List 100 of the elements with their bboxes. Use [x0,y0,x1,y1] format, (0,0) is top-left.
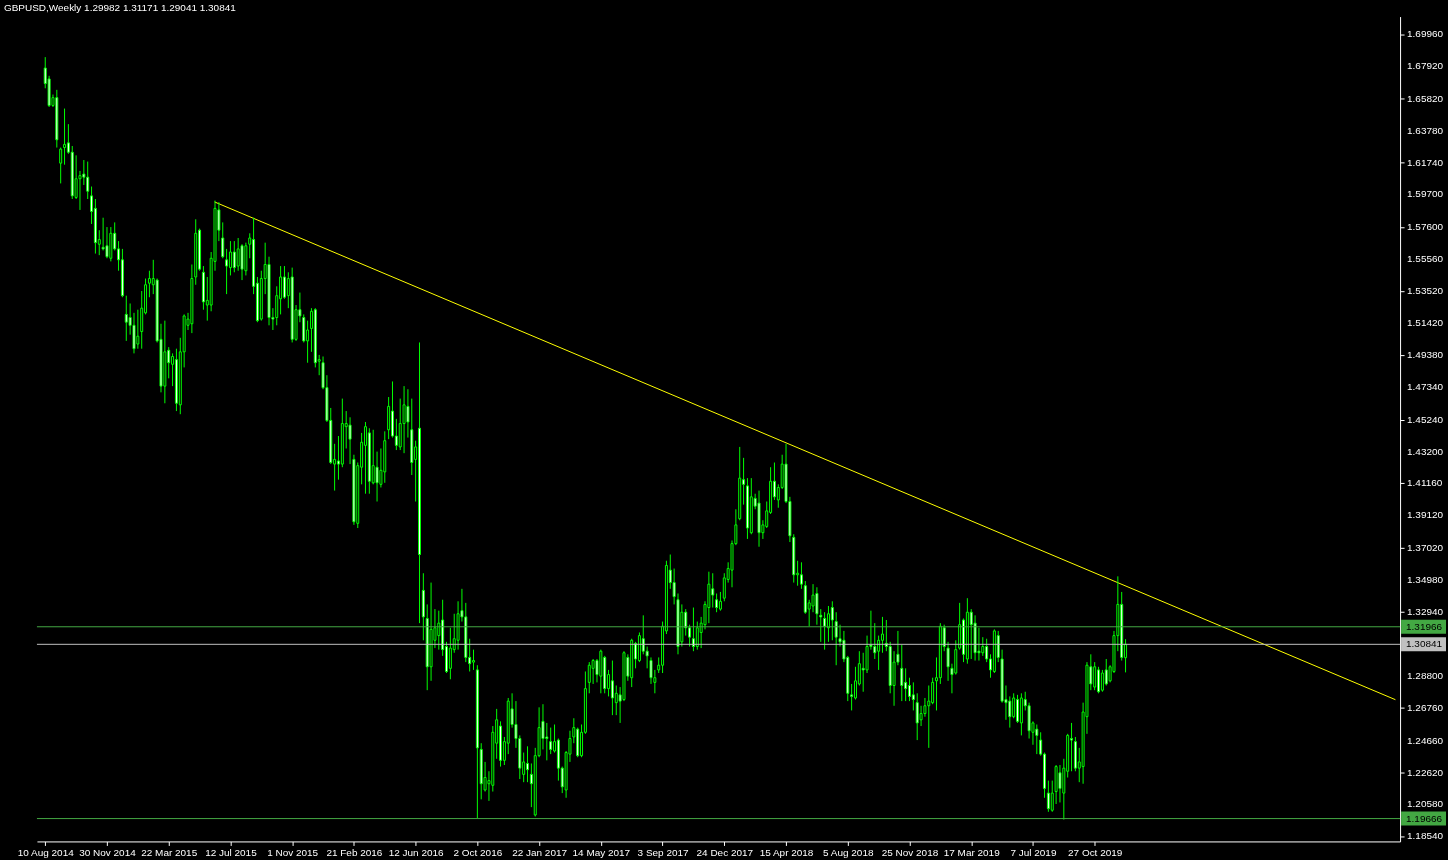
candlestick [830,600,834,641]
y-tick-label: 1.37020 [1407,541,1444,553]
candlestick [306,320,310,364]
candlestick [904,667,908,702]
y-tick-label: 1.24660 [1407,734,1444,746]
candlestick [691,607,695,652]
candlestick [587,661,591,694]
candlestick [853,666,857,701]
x-tick-label: 24 Dec 2017 [696,846,754,858]
x-tick-label: 5 Aug 2018 [823,846,874,858]
y-tick-label: 1.43200 [1407,445,1444,457]
y-tick-label: 1.39120 [1407,509,1444,521]
y-tick-label: 1.57600 [1407,221,1444,233]
candlestick [958,602,962,651]
candlestick [236,237,240,272]
candlestick [907,677,911,702]
x-tick-label: 12 Jun 2016 [388,846,445,858]
candlestick [549,727,553,755]
candlestick [545,722,549,761]
y-tick-label: 1.20580 [1407,798,1444,810]
y-tick-label: 1.28800 [1407,670,1444,682]
candlestick [526,745,530,783]
x-tick-label: 25 Nov 2018 [881,846,939,858]
x-tick-label: 2 Oct 2016 [453,846,503,858]
candlestick [279,265,283,315]
y-tick-label: 1.22620 [1407,766,1444,778]
candlestick [59,147,63,184]
ref-line-label: 1.19666 [1406,812,1443,824]
y-tick-label: 1.63780 [1407,124,1444,136]
y-tick-label: 1.51420 [1407,317,1444,329]
candlestick [931,677,935,705]
candlestick [375,451,379,503]
candlestick [722,572,726,602]
y-tick-label: 1.53520 [1407,284,1444,296]
y-tick-label: 1.69960 [1407,28,1444,40]
y-tick-label: 1.61740 [1407,156,1444,168]
x-tick-label: 14 May 2017 [572,846,631,858]
candlestick [228,240,232,276]
candlestick [225,248,229,295]
candlestick [1058,764,1062,803]
candlestick [1100,669,1104,693]
x-tick-label: 3 Sep 2017 [637,846,690,858]
candlestick [610,660,614,716]
y-tick-label: 1.34980 [1407,573,1444,585]
candlestick [387,396,391,440]
candlestick [911,681,915,711]
candlestick [969,608,973,660]
candlestick [915,692,919,741]
x-tick-label: 27 Oct 2019 [1068,846,1123,858]
candlestick [1093,661,1097,691]
ref-line-label: 1.30841 [1406,638,1443,650]
candlestick [63,108,67,166]
candlestick [1046,780,1050,813]
y-tick-label: 1.45240 [1407,413,1444,425]
ref-line-label: 1.31966 [1406,620,1443,632]
candlestick [1016,694,1020,724]
candlestick [718,591,722,612]
candlestick [823,611,827,651]
x-tick-label: 15 Apr 2018 [759,846,814,858]
candlestick [136,309,140,350]
y-tick-label: 1.41160 [1407,477,1443,489]
candlestick [877,635,881,671]
candlestick [826,605,830,643]
chart-title: GBPUSD,Weekly 1.29982 1.31171 1.29041 1.30841 [3,1,237,13]
x-tick-label: 10 Aug 2014 [17,846,75,858]
candlestick [900,644,904,702]
y-tick-label: 1.67920 [1407,60,1444,72]
candlestick [147,270,151,298]
y-tick-label: 1.18540 [1407,830,1444,842]
x-tick-label: 22 Jan 2017 [512,846,568,858]
x-tick-label: 1 Nov 2015 [267,846,319,858]
candlestick [472,649,476,671]
candlestick [1035,723,1039,755]
x-tick-label: 7 Jul 2019 [1010,846,1057,858]
x-tick-label: 17 Mar 2019 [943,846,1001,858]
candlestick [927,685,931,749]
candlestick [124,295,128,342]
y-tick-label: 1.47340 [1407,381,1444,393]
candlestick [1012,692,1016,719]
candlestick [282,265,286,300]
candlestick [437,610,441,651]
y-tick-label: 1.65820 [1407,92,1444,104]
candlestick [799,561,803,590]
y-tick-label: 1.32940 [1407,605,1444,617]
candlestick [711,572,715,609]
x-tick-label: 12 Jul 2015 [205,846,258,858]
candlestick [880,616,884,654]
x-tick-label: 30 Nov 2014 [79,846,137,858]
candlestick [834,611,838,666]
candlestick [850,683,854,711]
x-tick-label: 22 Mar 2015 [141,846,198,858]
x-tick-label: 21 Feb 2016 [326,846,383,858]
candlestick [695,621,699,651]
candlestick [715,593,719,613]
candlestick [1097,666,1101,694]
y-tick-label: 1.26760 [1407,701,1444,713]
candlestick [402,385,406,454]
candlestick [86,161,90,200]
candlestick [232,240,236,273]
y-tick-label: 1.59700 [1407,188,1444,200]
